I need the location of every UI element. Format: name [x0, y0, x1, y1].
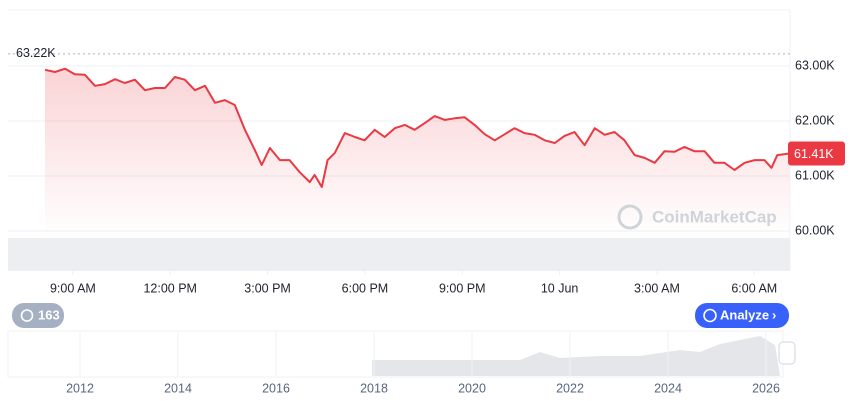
navigator-year: 2026 [752, 381, 780, 395]
watermark-text: CoinMarketCap [652, 207, 777, 226]
history-badge[interactable]: 163 [12, 303, 64, 328]
x-tick-label: 3:00 AM [634, 281, 680, 295]
navigator-area [372, 336, 780, 376]
navigator-year: 2022 [556, 381, 584, 395]
analyze-button[interactable]: Analyze › [695, 303, 789, 328]
y-tick-label: 61.00K [795, 168, 835, 182]
navigator-year: 2012 [66, 381, 94, 395]
last-price-label: 61.41K [794, 147, 834, 161]
analyze-arrow: › [772, 307, 776, 322]
y-tick-label: 63.00K [795, 58, 835, 72]
x-tick-label: 6:00 PM [342, 281, 389, 295]
x-tick-label: 3:00 PM [244, 281, 291, 295]
navigator-year: 2024 [654, 381, 682, 395]
last-price-tag [788, 141, 845, 166]
x-tick-label: 10 Jun [541, 281, 579, 295]
x-tick-label: 6:00 AM [731, 281, 777, 295]
navigator-year: 2018 [360, 381, 388, 395]
navigator-year: 2014 [164, 381, 192, 395]
analyze-label: Analyze [720, 307, 769, 322]
x-tick-label: 9:00 AM [50, 281, 96, 295]
history-count: 163 [38, 307, 60, 322]
navigator-handle[interactable] [778, 341, 796, 365]
navigator-year: 2016 [262, 381, 290, 395]
watermark: CoinMarketCap [617, 204, 777, 230]
area-fill [44, 68, 790, 238]
reference-label: 63.22K [16, 46, 56, 60]
x-tick-label: 12:00 PM [143, 281, 197, 295]
y-tick-label: 62.00K [795, 113, 835, 127]
price-line [44, 67, 790, 188]
x-tick-label: 9:00 PM [439, 281, 486, 295]
navigator-year: 2020 [458, 381, 486, 395]
volume-area [8, 238, 790, 271]
y-tick-label: 60.00K [795, 223, 835, 237]
